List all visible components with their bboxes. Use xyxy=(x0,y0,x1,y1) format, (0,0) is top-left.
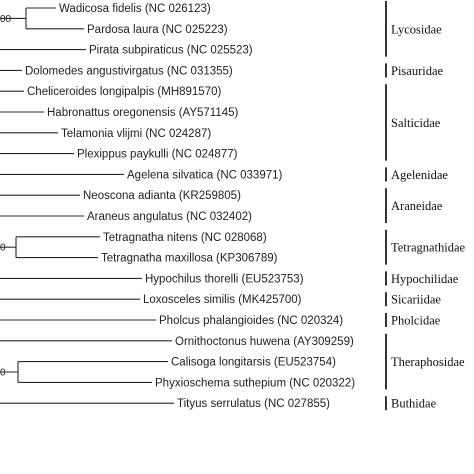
family-label: Agelenidae xyxy=(391,168,448,182)
family-label: Salticidae xyxy=(391,116,441,130)
taxon-label: Agelena silvatica (NC 033971) xyxy=(127,169,283,181)
taxon-label: Habronattus oregonensis (AY571145) xyxy=(47,107,239,119)
taxon-label: Tityus serrulatus (NC 027855) xyxy=(177,398,330,410)
taxon-label: Phyxioschema suthepium (NC 020322) xyxy=(155,377,355,389)
support-value: 0 xyxy=(0,368,6,379)
family-label: Theraphosidae xyxy=(391,355,465,369)
taxon-label: Araneus angulatus (NC 032402) xyxy=(87,211,252,223)
family-label: Buthidae xyxy=(391,397,437,411)
taxon-label: Pirata subpiraticus (NC 025523) xyxy=(89,45,253,57)
family-label: Sicariidae xyxy=(391,293,441,307)
taxon-label: Cheliceroides longipalpis (MH891570) xyxy=(27,86,221,98)
family-label: Hypochilidae xyxy=(391,272,459,286)
family-label: Pisauridae xyxy=(391,64,444,78)
tree-branches xyxy=(0,7,174,404)
taxon-label: Pholcus phalangioides (NC 020324) xyxy=(159,315,343,327)
support-value: 00 xyxy=(0,14,12,25)
family-label: Tetragnathidae xyxy=(391,241,466,255)
taxon-label: Telamonia vlijmi (NC 024287) xyxy=(61,128,211,140)
taxon-label: Neoscona adianta (KR259805) xyxy=(83,190,241,202)
family-groups: Lycosidae Pisauridae Salticidae Agelenidae A… xyxy=(385,1,466,411)
taxon-label: Dolomedes angustivirgatus (NC 031355) xyxy=(25,65,233,77)
taxon-label: Loxosceles similis (MK425700) xyxy=(143,294,302,306)
taxon-label: Pardosa laura (NC 025223) xyxy=(87,24,228,36)
taxon-label: Wadicosa fidelis (NC 026123) xyxy=(59,3,211,15)
taxon-label: Hypochilus thorelli (EU523753) xyxy=(145,273,304,285)
taxon-label: Tetragnatha nitens (NC 028068) xyxy=(103,232,267,244)
family-label: Pholcidae xyxy=(391,314,441,328)
family-label: Araneidae xyxy=(391,199,443,213)
support-value: 0 xyxy=(0,243,6,254)
taxon-label: Ornithoctonus huwena (AY309259) xyxy=(175,336,354,348)
taxon-label: Calisoga longitarsis (EU523754) xyxy=(171,357,336,369)
taxon-label: Tetragnatha maxillosa (KP306789) xyxy=(101,253,278,265)
family-label: Lycosidae xyxy=(391,22,442,36)
taxon-label: Plexippus paykulli (NC 024877) xyxy=(77,149,238,161)
taxon-labels: Wadicosa fidelis (NC 026123) Pardosa laur… xyxy=(25,3,355,410)
